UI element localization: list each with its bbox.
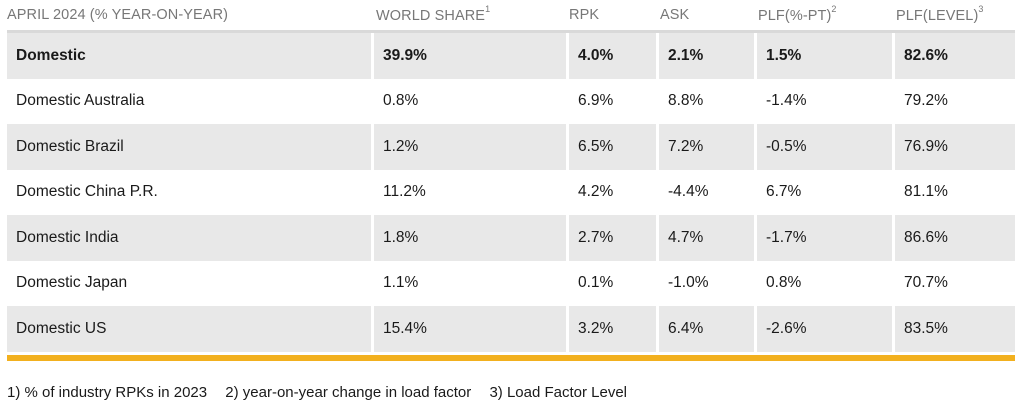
cell-rpk: 0.1%	[578, 274, 614, 292]
accent-divider	[7, 354, 1015, 361]
cell-plf-pt: 0.8%	[766, 274, 802, 292]
cell-ask: 8.8%	[668, 92, 704, 110]
header-plf-level-label: PLF(LEVEL)	[896, 7, 979, 24]
cell-plf-pt: -1.4%	[766, 92, 807, 110]
cell-rpk: 4.2%	[578, 183, 614, 201]
footnotes: 1) % of industry RPKs in 2023 2) year-on…	[7, 384, 627, 401]
table-header: APRIL 2024 (% YEAR-ON-YEAR) WORLD SHARE1…	[7, 0, 1015, 33]
header-rpk: RPK	[569, 7, 600, 23]
cell-rpk: 6.5%	[566, 124, 656, 170]
header-world-share-label: WORLD SHARE	[376, 7, 486, 24]
cell-plf-pt: 1.5%	[754, 33, 892, 79]
cell-world-share: 11.2%	[383, 183, 426, 201]
cell-ask: -4.4%	[668, 183, 709, 201]
traffic-table: APRIL 2024 (% YEAR-ON-YEAR) WORLD SHARE1…	[7, 0, 1015, 361]
cell-plf-level: 76.9%	[892, 124, 1015, 170]
cell-plf-pt: -0.5%	[754, 124, 892, 170]
table-row: Domestic Australia 0.8% 6.9% 8.8% -1.4% …	[7, 79, 1015, 125]
header-world-share-footnote-ref: 1	[485, 4, 491, 15]
cell-market: Domestic Brazil	[16, 137, 124, 155]
cell-plf-level: 82.6%	[892, 33, 1015, 79]
header-plf-pt-label: PLF(%-PT)	[758, 7, 832, 24]
cell-plf-pt: -2.6%	[754, 306, 892, 352]
table-row: Domestic India 1.8% 2.7% 4.7% -1.7% 86.6…	[7, 215, 1015, 261]
cell-rpk: 4.0%	[566, 33, 656, 79]
cell-plf-level: 81.1%	[904, 183, 948, 201]
table-row: Domestic Brazil 1.2% 6.5% 7.2% -0.5% 76.…	[7, 124, 1015, 170]
table-row: Domestic China P.R. 11.2% 4.2% -4.4% 6.7…	[7, 170, 1015, 216]
cell-rpk: 2.7%	[566, 215, 656, 261]
cell-plf-pt: -1.7%	[754, 215, 892, 261]
cell-market: Domestic India	[16, 228, 119, 246]
cell-plf-level: 79.2%	[904, 92, 948, 110]
table-row: Domestic US 15.4% 3.2% 6.4% -2.6% 83.5%	[7, 306, 1015, 352]
cell-ask: -1.0%	[668, 274, 709, 292]
header-plf-pt: PLF(%-PT)2	[755, 4, 893, 24]
header-plf-pt-footnote-ref: 2	[831, 4, 837, 15]
cell-world-share: 39.9%	[371, 33, 566, 79]
cell-market: Domestic US	[16, 319, 107, 337]
cell-plf-level: 70.7%	[904, 274, 948, 292]
cell-world-share: 15.4%	[371, 306, 566, 352]
header-period: APRIL 2024 (% YEAR-ON-YEAR)	[7, 7, 229, 23]
cell-ask: 2.1%	[656, 33, 754, 79]
cell-plf-pt: 6.7%	[766, 183, 802, 201]
cell-market: Domestic China P.R.	[16, 183, 158, 201]
cell-rpk: 3.2%	[566, 306, 656, 352]
cell-rpk: 6.9%	[578, 92, 614, 110]
cell-world-share: 1.1%	[383, 274, 419, 292]
header-world-share: WORLD SHARE1	[373, 4, 566, 24]
footnote-3: 3) Load Factor Level	[489, 384, 628, 401]
footnote-2: 2) year-on-year change in load factor	[225, 384, 472, 401]
cell-ask: 7.2%	[656, 124, 754, 170]
header-plf-level: PLF(LEVEL)3	[893, 4, 1015, 24]
cell-world-share: 1.2%	[371, 124, 566, 170]
cell-plf-level: 86.6%	[892, 215, 1015, 261]
header-ask: ASK	[660, 7, 690, 23]
header-plf-level-footnote-ref: 3	[978, 4, 984, 15]
cell-world-share: 0.8%	[383, 92, 419, 110]
table-row: Domestic 39.9% 4.0% 2.1% 1.5% 82.6%	[7, 33, 1015, 79]
cell-plf-level: 83.5%	[892, 306, 1015, 352]
footnote-1: 1) % of industry RPKs in 2023	[7, 384, 208, 401]
table-row: Domestic Japan 1.1% 0.1% -1.0% 0.8% 70.7…	[7, 261, 1015, 307]
cell-market: Domestic Australia	[16, 92, 145, 110]
cell-ask: 6.4%	[656, 306, 754, 352]
cell-ask: 4.7%	[656, 215, 754, 261]
cell-world-share: 1.8%	[371, 215, 566, 261]
cell-market: Domestic	[16, 46, 86, 64]
cell-market: Domestic Japan	[16, 274, 128, 292]
